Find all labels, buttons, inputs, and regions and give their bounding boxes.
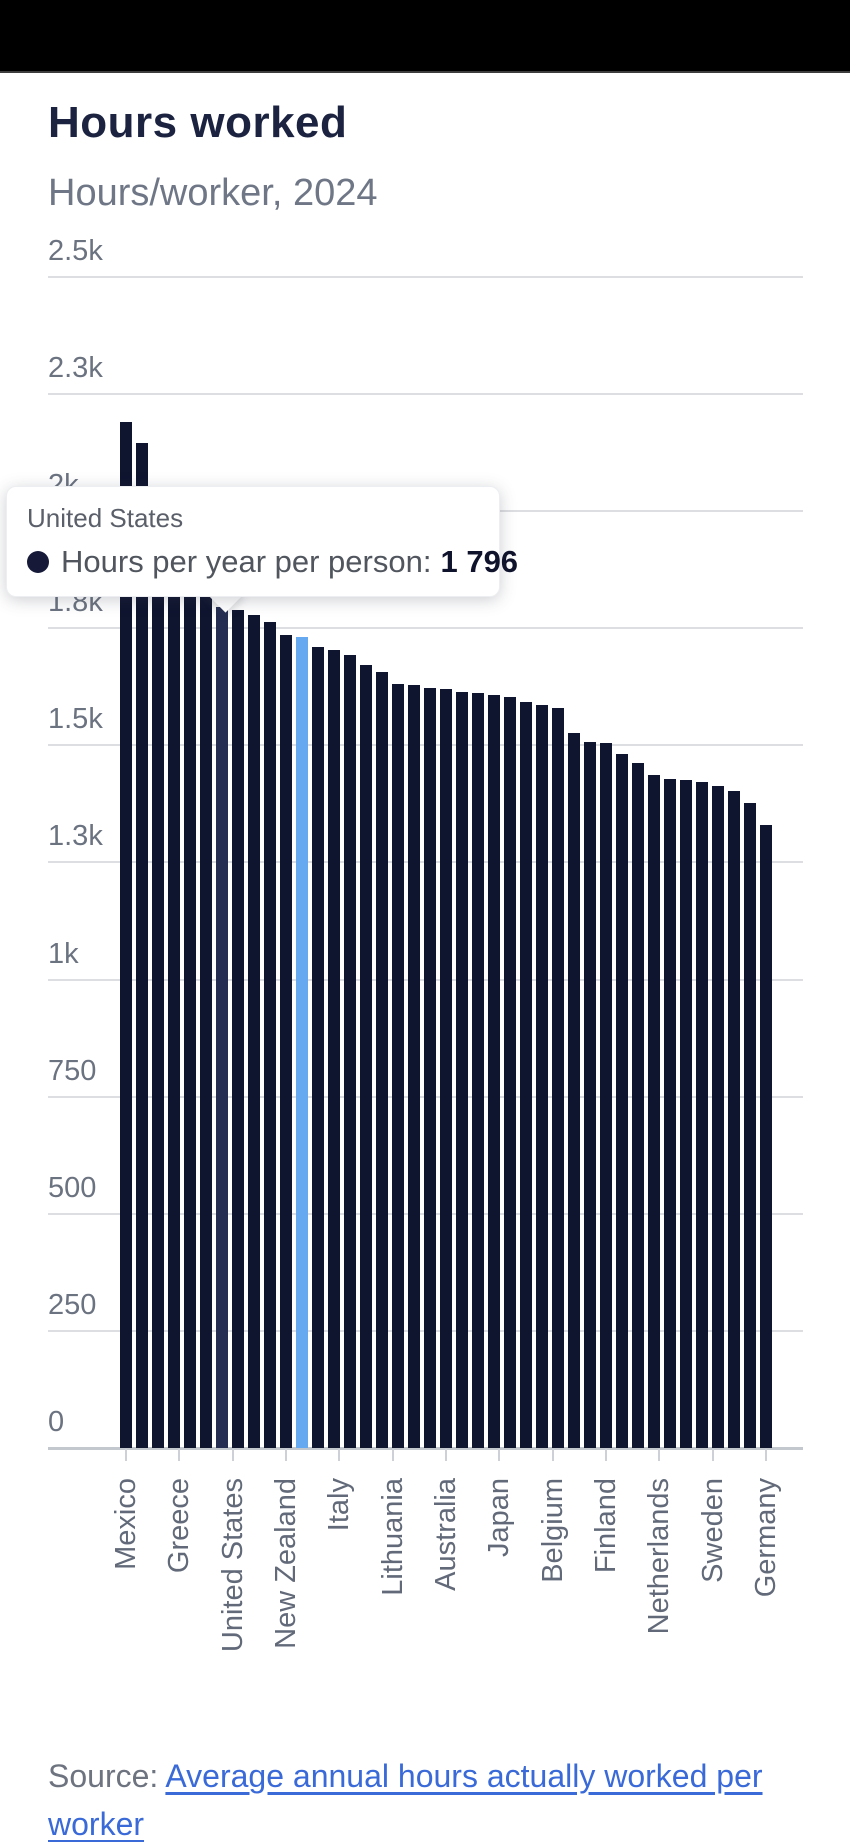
bar[interactable]	[632, 763, 644, 1448]
bar[interactable]	[408, 684, 420, 1448]
x-axis-label: Japan	[483, 1478, 516, 1558]
y-tick-label: 1k	[48, 937, 79, 970]
tooltip: United States Hours per year per person:…	[6, 486, 518, 597]
tooltip-value: 1 796	[440, 544, 519, 579]
bar[interactable]	[568, 733, 580, 1448]
bar[interactable]	[536, 705, 548, 1448]
x-tick	[124, 1449, 127, 1461]
x-tick	[551, 1449, 554, 1461]
bar[interactable]	[232, 610, 244, 1448]
bar-highlighted[interactable]	[296, 637, 308, 1448]
source-link[interactable]: Average annual hours actually worked per…	[48, 1758, 763, 1842]
x-axis-label: Lithuania	[376, 1478, 409, 1596]
page-title: Hours worked	[48, 98, 348, 147]
x-axis-label: United States	[216, 1478, 249, 1653]
bar[interactable]	[680, 779, 692, 1448]
bar[interactable]	[360, 665, 372, 1448]
y-gridline	[48, 392, 803, 395]
tooltip-metric-label: Hours per year per person:	[61, 544, 432, 579]
y-tick-label: 250	[48, 1288, 97, 1321]
y-tick-label: 750	[48, 1054, 97, 1087]
source-prefix: Source:	[48, 1758, 166, 1794]
y-tick-label: 2.3k	[48, 351, 103, 384]
bar[interactable]	[520, 701, 532, 1448]
y-tick-label: 500	[48, 1171, 97, 1204]
x-tick	[498, 1449, 501, 1461]
bar[interactable]	[424, 688, 436, 1448]
bar[interactable]	[728, 790, 740, 1448]
y-gridline	[48, 627, 803, 630]
bar[interactable]	[200, 590, 212, 1448]
x-axis-label: Finland	[589, 1478, 622, 1574]
bar[interactable]	[312, 646, 324, 1448]
bar[interactable]	[392, 683, 404, 1448]
bar[interactable]	[744, 803, 756, 1448]
x-axis-label: Australia	[429, 1478, 462, 1591]
status-bar	[0, 0, 850, 73]
y-tick-label: 1.3k	[48, 820, 103, 853]
bar[interactable]	[504, 697, 516, 1448]
x-axis-label: New Zealand	[269, 1478, 302, 1649]
source-line: Source: Average annual hours actually wo…	[48, 1752, 818, 1842]
tooltip-country: United States	[27, 503, 184, 533]
x-tick	[765, 1449, 767, 1461]
x-tick	[231, 1449, 234, 1461]
x-tick	[444, 1449, 447, 1461]
bar[interactable]	[184, 569, 196, 1448]
tooltip-series-row: Hours per year per person: 1 796	[27, 544, 518, 580]
x-tick	[284, 1449, 287, 1461]
bar[interactable]	[712, 785, 724, 1448]
y-tick-label: 2.5k	[48, 234, 103, 267]
x-axis-label: Sweden	[696, 1478, 729, 1583]
bar-hovered[interactable]	[216, 606, 228, 1448]
x-tick	[711, 1449, 714, 1461]
x-axis-label: Netherlands	[643, 1478, 676, 1635]
x-tick	[178, 1449, 181, 1461]
y-gridline	[48, 275, 803, 278]
bar[interactable]	[344, 655, 356, 1448]
bar[interactable]	[328, 650, 340, 1448]
bar[interactable]	[696, 781, 708, 1448]
bar[interactable]	[456, 691, 468, 1448]
bar[interactable]	[552, 707, 564, 1448]
x-axis-label: Mexico	[109, 1478, 142, 1570]
y-tick-label: 1.5k	[48, 703, 103, 736]
y-tick-label: 0	[48, 1406, 65, 1438]
bar[interactable]	[136, 443, 148, 1448]
bar[interactable]	[648, 774, 660, 1448]
bar[interactable]	[664, 779, 676, 1448]
x-axis-label: Italy	[323, 1478, 356, 1532]
bar[interactable]	[168, 536, 180, 1448]
x-tick	[338, 1449, 341, 1461]
bar[interactable]	[248, 614, 260, 1448]
series-marker-circle-icon	[27, 551, 49, 573]
bar[interactable]	[616, 753, 628, 1448]
x-tick	[604, 1449, 607, 1461]
x-tick	[658, 1449, 661, 1461]
bar[interactable]	[472, 693, 484, 1448]
chart-subtitle: Hours/worker, 2024	[48, 172, 378, 214]
x-tick	[391, 1449, 394, 1461]
bar[interactable]	[120, 422, 132, 1448]
x-axis-label: Belgium	[536, 1478, 569, 1583]
bar[interactable]	[760, 824, 772, 1448]
bar[interactable]	[488, 695, 500, 1448]
bar[interactable]	[600, 743, 612, 1448]
bar[interactable]	[584, 742, 596, 1448]
bar[interactable]	[152, 497, 164, 1448]
bar[interactable]	[376, 671, 388, 1448]
y-gridline	[48, 1447, 803, 1450]
x-axis-label: Germany	[750, 1478, 782, 1598]
bar[interactable]	[264, 621, 276, 1448]
x-axis-label: Greece	[163, 1478, 196, 1574]
bar[interactable]	[440, 689, 452, 1448]
bar[interactable]	[280, 634, 292, 1448]
